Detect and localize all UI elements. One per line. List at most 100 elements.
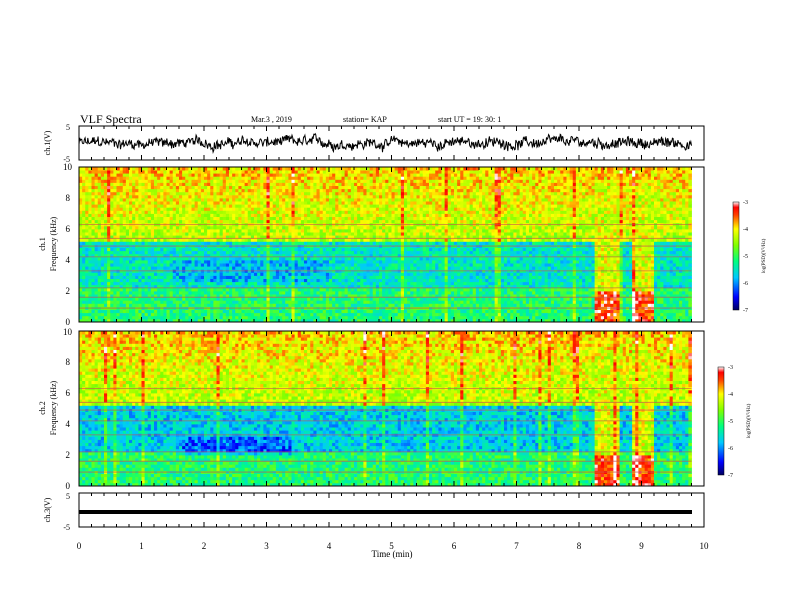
spectrogram-cell <box>172 272 177 276</box>
spectrogram-cell <box>138 201 142 205</box>
spectrogram-cell <box>200 294 205 298</box>
spectrogram-cell <box>354 287 358 292</box>
spectrogram-cell <box>369 284 374 289</box>
spectrogram-cell <box>88 303 92 307</box>
spectrogram-cell <box>194 318 199 323</box>
spectrogram-cell <box>88 260 92 264</box>
spectrogram-cell <box>129 216 133 221</box>
spectrogram-cell <box>269 297 274 301</box>
spectrogram-cell <box>363 272 367 276</box>
spectrogram-cell <box>122 176 127 180</box>
spectrogram-cell <box>216 194 221 199</box>
spectrogram-cell <box>185 318 189 323</box>
spectrogram-cell <box>191 213 196 217</box>
spectrogram-cell <box>191 238 196 242</box>
spectrogram-cell <box>79 266 83 270</box>
spectrogram-cell <box>182 260 186 264</box>
spectrogram-cell <box>82 278 86 283</box>
spectrogram-cell <box>235 176 239 180</box>
spectrogram-cell <box>247 303 252 307</box>
spectrogram-cell <box>241 278 246 283</box>
spectrogram-cell <box>94 213 99 217</box>
spectrogram-cell <box>344 198 349 202</box>
spectrogram-cell <box>285 188 289 193</box>
spectrogram-cell <box>225 219 230 224</box>
spectrogram-cell <box>129 312 133 317</box>
spectrogram-cell <box>166 263 171 267</box>
spectrogram-cell <box>300 287 305 292</box>
spectrogram-cell <box>225 278 230 283</box>
spectrogram-cell <box>354 241 358 245</box>
spectrogram-cell <box>269 312 274 317</box>
spectrogram-cell <box>282 266 286 270</box>
spectrogram-cell <box>257 191 261 196</box>
spectrogram-cell <box>85 256 89 261</box>
spectrogram-cell <box>191 185 196 190</box>
spectrogram-cell <box>285 191 289 196</box>
spectrogram-cell <box>372 179 377 183</box>
spectrogram-cell <box>260 185 264 190</box>
spectrogram-cell <box>141 182 146 186</box>
spectrogram-cell <box>316 170 321 174</box>
spectrogram-cell <box>166 278 171 283</box>
spectrogram-cell <box>132 210 136 214</box>
spectrogram-cell <box>107 266 111 270</box>
spectrogram-cell <box>82 179 86 183</box>
spectrogram-cell <box>285 287 289 292</box>
spectrogram-cell <box>232 216 236 221</box>
spectrogram-cell <box>344 204 349 208</box>
spectrogram-cell <box>310 278 314 283</box>
spectrogram-cell <box>135 247 139 252</box>
spectrogram-cell <box>210 278 214 283</box>
spectrogram-cell <box>213 179 217 183</box>
ch1-spectrogram-panel: 0 2 4 6 8 10 ch.1 Frequency (kHz) -3 -4 … <box>38 162 767 327</box>
spectrogram-cell <box>269 235 274 239</box>
spectrogram-cell <box>175 278 180 283</box>
spectrogram-cell <box>307 297 311 301</box>
spectrogram-cell <box>163 287 167 292</box>
spectrogram-cell <box>285 275 289 279</box>
spectrogram-cell <box>82 238 86 242</box>
spectrogram-cell <box>297 315 302 320</box>
spectrogram-cell <box>229 275 233 279</box>
spectrogram-cell <box>79 312 83 317</box>
spectrogram-cell <box>307 247 311 252</box>
spectrogram-cell <box>300 263 305 267</box>
spectrogram-cell <box>266 278 271 283</box>
spectrogram-cell <box>350 250 355 255</box>
spectrogram-cell <box>157 300 161 304</box>
spectrogram-cell <box>263 309 267 314</box>
spectrogram-cell <box>79 297 83 301</box>
spectrogram-cell <box>125 173 130 177</box>
spectrogram-cell <box>154 266 158 270</box>
spectrogram-cell <box>341 312 346 317</box>
spectrogram-cell <box>100 315 105 320</box>
spectrogram-cell <box>344 312 349 317</box>
spectrogram-cell <box>235 198 239 202</box>
spectrogram-cell <box>225 235 230 239</box>
spectrogram-cell <box>300 250 305 255</box>
spectrogram-cell <box>319 182 324 186</box>
spectrogram-cell <box>379 241 383 245</box>
spectrogram-cell <box>160 201 164 205</box>
spectrogram-cell <box>310 210 314 214</box>
spectrogram-cell <box>138 182 142 186</box>
spectrogram-cell <box>257 182 261 186</box>
spectrogram-cell <box>166 281 171 286</box>
spectrogram-cell <box>288 191 292 196</box>
spectrogram-cell <box>379 247 383 252</box>
spectrogram-cell <box>113 241 117 245</box>
spectrogram-cell <box>219 260 224 264</box>
spectrogram-cell <box>172 309 177 314</box>
spectrogram-cell <box>375 300 380 304</box>
spectrogram-cell <box>275 287 280 292</box>
spectrogram-cell <box>266 219 271 224</box>
spectrogram-cell <box>350 179 355 183</box>
spectrogram-cell <box>288 167 292 171</box>
spectrogram-cell <box>272 300 277 304</box>
spectrogram-cell <box>222 250 227 255</box>
spectrogram-cell <box>154 210 158 214</box>
spectrogram-cell <box>316 179 321 183</box>
spectrogram-cell <box>310 300 314 304</box>
spectrogram-cell <box>319 263 324 267</box>
